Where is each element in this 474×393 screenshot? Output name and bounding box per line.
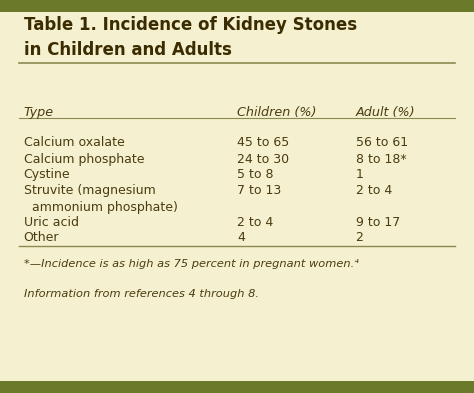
Text: Calcium oxalate: Calcium oxalate [24, 136, 125, 149]
Text: Information from references 4 through 8.: Information from references 4 through 8. [24, 289, 259, 299]
Text: 4: 4 [237, 231, 245, 244]
Text: 2 to 4: 2 to 4 [356, 184, 392, 196]
Text: Type: Type [24, 106, 54, 119]
Text: 24 to 30: 24 to 30 [237, 153, 289, 166]
Text: 8 to 18*: 8 to 18* [356, 153, 406, 166]
Text: 56 to 61: 56 to 61 [356, 136, 408, 149]
Text: 2 to 4: 2 to 4 [237, 216, 273, 229]
Bar [0, 0, 474, 12]
Text: Table 1. Incidence of Kidney Stones: Table 1. Incidence of Kidney Stones [24, 16, 357, 34]
Text: Calcium phosphate: Calcium phosphate [24, 153, 144, 166]
Text: 1: 1 [356, 168, 364, 181]
Text: 7 to 13: 7 to 13 [237, 184, 281, 196]
Text: 2: 2 [356, 231, 364, 244]
Text: Children (%): Children (%) [237, 106, 317, 119]
Text: Uric acid: Uric acid [24, 216, 79, 229]
Text: 9 to 17: 9 to 17 [356, 216, 400, 229]
Text: Other: Other [24, 231, 59, 244]
Bar [0, 381, 474, 393]
Text: Adult (%): Adult (%) [356, 106, 415, 119]
Text: in Children and Adults: in Children and Adults [24, 41, 232, 59]
Text: Cystine: Cystine [24, 168, 70, 181]
Text: *—Incidence is as high as 75 percent in pregnant women.⁴: *—Incidence is as high as 75 percent in … [24, 259, 358, 269]
Text: 5 to 8: 5 to 8 [237, 168, 273, 181]
Text: 45 to 65: 45 to 65 [237, 136, 289, 149]
Text: Struvite (magnesium
  ammonium phosphate): Struvite (magnesium ammonium phosphate) [24, 184, 178, 213]
